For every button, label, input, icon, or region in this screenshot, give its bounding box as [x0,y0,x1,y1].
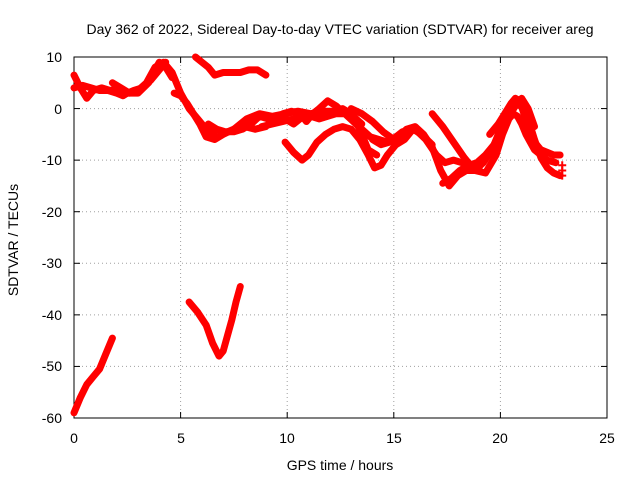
series-line-arc-8 [258,110,406,146]
end-marker-2 [558,171,567,180]
series-layer [70,53,564,417]
y-tick-label-minus60: -60 [42,410,62,426]
y-tick-label-minus20: -20 [42,204,62,220]
x-axis-label: GPS time / hours [287,457,394,473]
series-line-arc-17 [185,283,244,360]
y-tick-label-minus40: -40 [42,307,62,323]
y-axis-label: SDTVAR / TECUs [5,184,21,296]
x-tick-label-20: 20 [492,430,508,446]
x-tick-labels: 0 5 10 15 20 25 [70,430,615,446]
series-line-arc-16 [70,334,116,417]
series-line-arc-9 [279,97,366,128]
y-tick-label-0: 0 [54,101,62,117]
series-line-arc-5 [192,53,270,79]
series-line-arc-15 [439,99,564,187]
end-markers [558,161,567,180]
x-tick-label-10: 10 [279,430,295,446]
x-tick-label-25: 25 [599,430,615,446]
y-tick-label-minus30: -30 [42,255,62,271]
plot-frame [73,56,608,419]
y-tick-label-minus50: -50 [42,358,62,374]
axis-ticks [73,56,608,419]
x-tick-label-0: 0 [70,430,78,446]
y-tick-label-minus10: -10 [42,152,62,168]
x-tick-label-5: 5 [177,430,185,446]
y-tick-label-10: 10 [46,49,62,65]
chart-title: Day 362 of 2022, Sidereal Day-to-day VTE… [86,21,593,37]
x-tick-label-15: 15 [386,430,402,446]
y-tick-labels: 10 0 -10 -20 -30 -40 -50 -60 [42,49,62,426]
series-line-arc-10 [281,123,436,172]
